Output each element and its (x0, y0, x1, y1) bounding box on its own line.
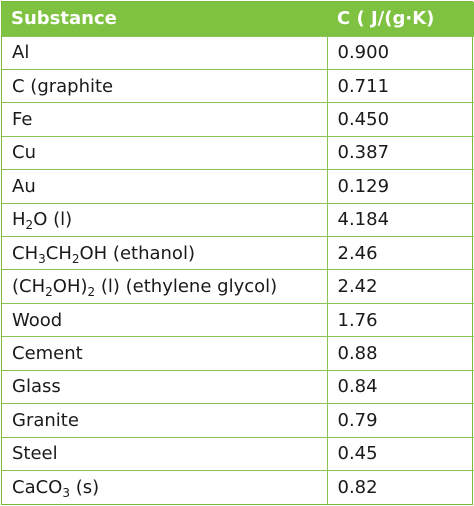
formula-part: H (12, 209, 26, 231)
table-header-row: Substance C ( J/(g·K) (2, 2, 474, 36)
formula-part: (s) (69, 476, 100, 498)
formula-part: O (l) (33, 209, 73, 231)
formula-part: CaCO (12, 476, 63, 498)
formula-subscript: 2 (71, 251, 80, 266)
value-cell: 0.45 (326, 436, 474, 471)
value-cell: 1.76 (326, 302, 474, 337)
value-cell: 2.42 (326, 269, 474, 304)
formula-subscript: 3 (62, 485, 70, 500)
header-specific-heat: C ( J/(g·K) (337, 8, 435, 30)
substance-cell: Cu (2, 135, 327, 170)
substance-cell: CaCO3 (s) (2, 469, 327, 504)
formula-subscript: 2 (45, 285, 53, 300)
table-row: H2O (l) 4.184 (2, 202, 474, 237)
value-cell: 2.46 (326, 236, 474, 270)
formula-part: (l) (ethylene glycol) (95, 276, 278, 298)
substance-cell: Glass (2, 369, 327, 404)
formula-subscript: 2 (87, 285, 96, 300)
substance-cell: Wood (2, 302, 327, 337)
substance-cell: C (graphite (2, 68, 327, 103)
substance-cell: Al (2, 35, 327, 70)
table-row: Glass 0.84 (2, 369, 474, 404)
value-cell: 4.184 (326, 202, 474, 237)
substance-cell: Granite (2, 403, 327, 438)
table-row: Granite 0.79 (2, 403, 474, 438)
formula-subscript: 3 (38, 251, 46, 266)
formula-part: CH (12, 242, 39, 264)
table-row: CH3CH2OH (ethanol) 2.46 (2, 236, 474, 270)
table-row: Cu 0.387 (2, 135, 474, 170)
substance-cell: Au (2, 169, 327, 204)
table-row: Fe 0.450 (2, 102, 474, 137)
formula-part: OH) (52, 276, 88, 298)
value-cell: 0.450 (326, 102, 474, 137)
substance-cell: Steel (2, 436, 327, 471)
table-row: (CH2OH)2 (l) (ethylene glycol) 2.42 (2, 269, 474, 304)
value-cell: 0.84 (326, 369, 474, 404)
value-cell: 0.711 (326, 68, 474, 103)
value-cell: 0.129 (326, 169, 474, 204)
header-substance: Substance (11, 8, 117, 30)
table-row: Au 0.129 (2, 169, 474, 204)
value-cell: 0.82 (326, 469, 474, 504)
table-row: Steel 0.45 (2, 436, 474, 471)
table-row: C (graphite 0.711 (2, 68, 474, 103)
value-cell: 0.88 (326, 336, 474, 371)
table-row: Al 0.900 (2, 35, 474, 70)
formula-part: (CH (12, 276, 46, 298)
substance-cell: CH3CH2OH (ethanol) (2, 236, 327, 270)
value-cell: 0.900 (326, 35, 474, 70)
substance-cell: H2O (l) (2, 202, 327, 237)
value-cell: 0.79 (326, 403, 474, 438)
formula-part: CH (45, 242, 72, 264)
table-row: CaCO3 (s) 0.82 (2, 469, 474, 504)
substance-cell: Fe (2, 102, 327, 137)
substance-cell: (CH2OH)2 (l) (ethylene glycol) (2, 269, 327, 304)
table-row: Cement 0.88 (2, 336, 474, 371)
substance-cell: Cement (2, 336, 327, 371)
table-row: Wood 1.76 (2, 302, 474, 337)
formula-part: OH (ethanol) (79, 242, 195, 264)
formula-subscript: 2 (25, 218, 34, 233)
value-cell: 0.387 (326, 135, 474, 170)
